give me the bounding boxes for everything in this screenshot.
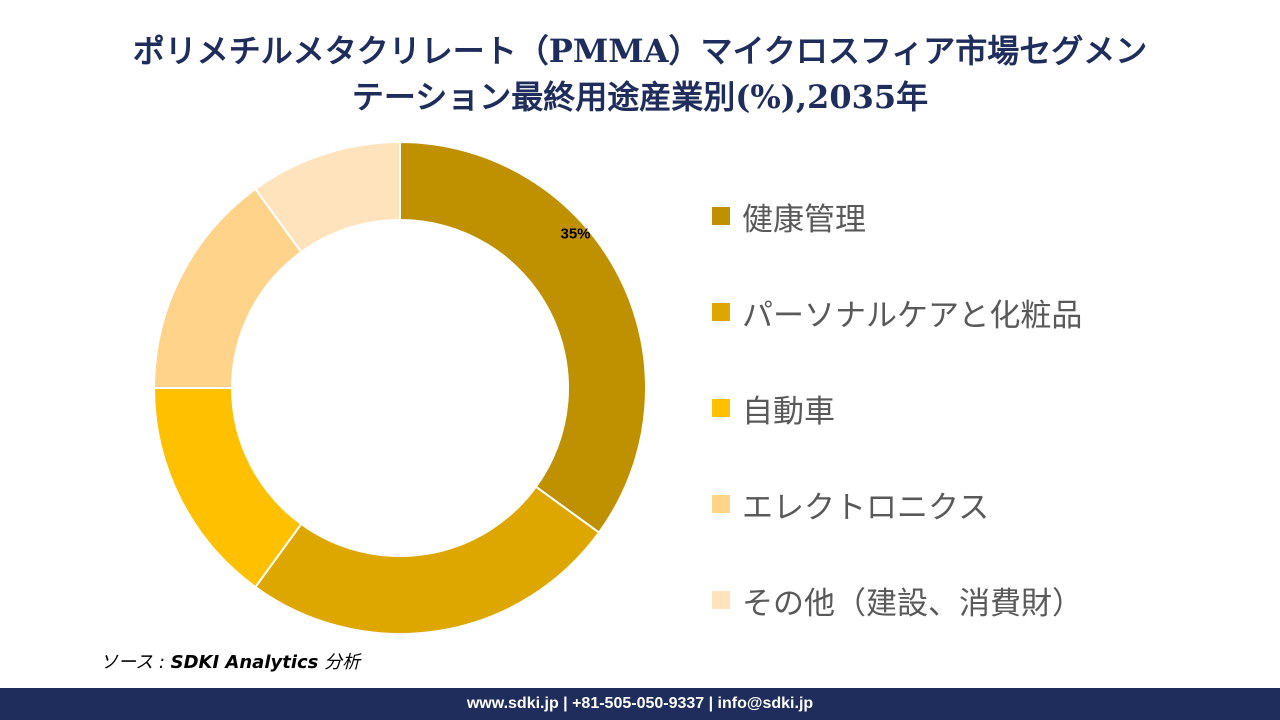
- legend-swatch: [712, 207, 730, 225]
- donut-slice: [399, 140, 647, 534]
- legend-swatch: [712, 399, 730, 417]
- legend-label: その他（建設、消費財）: [742, 585, 1083, 622]
- title-line-2: テーション最終用途産業別(%),2035年: [351, 78, 929, 116]
- legend-swatch: [712, 303, 730, 321]
- legend: 健康管理 パーソナルケアと化粧品 自動車 エレクトロニクス その他（建設、消費財…: [712, 168, 1083, 648]
- data-label: 35%: [561, 226, 591, 243]
- legend-label: エレクトロニクス: [742, 489, 990, 526]
- legend-swatch: [712, 495, 730, 513]
- title-line-1: ポリメチルメタクリレート（PMMA）マイクロスフィア市場セグメン: [132, 32, 1148, 70]
- legend-label: 自動車: [742, 393, 835, 430]
- donut-slice: [254, 485, 601, 635]
- legend-item: パーソナルケアと化粧品: [712, 264, 1083, 360]
- source-note: ソース : SDKI Analytics 分析: [100, 652, 361, 673]
- legend-item: 自動車: [712, 360, 1083, 456]
- legend-label: 健康管理: [742, 201, 866, 238]
- legend-label: パーソナルケアと化粧品: [742, 297, 1083, 334]
- chart-title: ポリメチルメタクリレート（PMMA）マイクロスフィア市場セグメン テーション最終…: [0, 28, 1280, 120]
- legend-swatch: [712, 591, 730, 609]
- donut-slice: [254, 140, 401, 254]
- legend-item: その他（建設、消費財）: [712, 552, 1083, 648]
- legend-item: 健康管理: [712, 168, 1083, 264]
- legend-item: エレクトロニクス: [712, 456, 1083, 552]
- footer-contact: www.sdki.jp | +81-505-050-9337 | info@sd…: [0, 688, 1280, 720]
